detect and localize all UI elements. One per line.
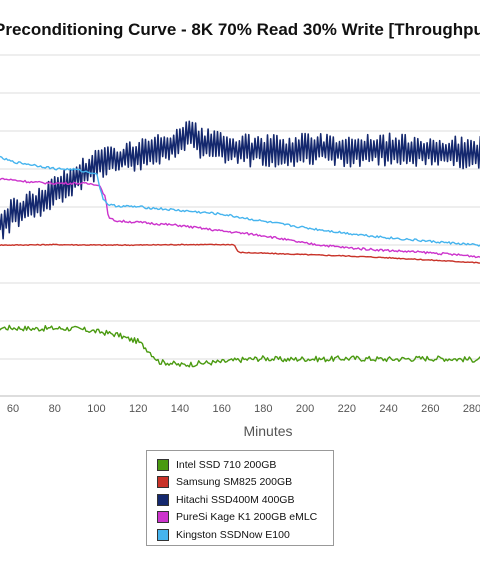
grid-lines [0, 54, 480, 397]
legend-item: PureSi Kage K1 200GB eMLC [157, 509, 333, 527]
x-tick-label: 140 [171, 403, 189, 415]
chart-title: Preconditioning Curve - 8K 70% Read 30% … [0, 14, 480, 42]
legend-swatch [157, 493, 169, 506]
legend-label: Hitachi SSD400M 400GB [176, 493, 295, 506]
chart-legend: Intel SSD 710 200GB Samsung SM825 200GB Hi… [146, 450, 334, 546]
series-line [0, 120, 480, 240]
legend-item: Intel SSD 710 200GB [157, 456, 333, 474]
series-line [0, 243, 480, 264]
legend-item: Samsung SM825 200GB [157, 474, 333, 492]
x-tick-label: 80 [49, 403, 61, 415]
legend-swatch [157, 476, 169, 489]
x-tick-label: 160 [212, 403, 230, 415]
series-line [0, 177, 480, 259]
legend-swatch [157, 511, 169, 524]
x-tick-label: 240 [379, 403, 397, 415]
x-tick-label: 120 [129, 403, 147, 415]
series-line [0, 324, 480, 368]
series-line [0, 155, 480, 247]
x-tick-label: 260 [421, 403, 439, 415]
x-tick-label: 60 [7, 403, 19, 415]
legend-label: Samsung SM825 200GB [176, 476, 293, 489]
legend-item: Hitachi SSD400M 400GB [157, 491, 333, 509]
chart-title-text: Preconditioning Curve - 8K 70% Read 30% … [0, 20, 480, 39]
x-tick-label: 200 [296, 403, 314, 415]
x-tick-labels: 60 80 100 120 140 160 180 200 220 240 260 280 [7, 403, 480, 415]
legend-item: Kingston SSDNow E100 [157, 526, 333, 544]
x-tick-label: 180 [254, 403, 272, 415]
x-tick-label: 280 [463, 403, 480, 415]
legend-label: PureSi Kage K1 200GB eMLC [176, 511, 318, 524]
x-tick-label: 220 [338, 403, 356, 415]
legend-label: Kingston SSDNow E100 [176, 528, 290, 541]
legend-swatch [157, 528, 169, 541]
legend-swatch [157, 458, 169, 471]
series-lines [0, 120, 480, 368]
x-axis-label: Minutes [243, 423, 292, 439]
chart-plot: 60 80 100 120 140 160 180 200 220 240 260 280 Minut… [0, 54, 480, 439]
legend-label: Intel SSD 710 200GB [176, 458, 277, 471]
x-tick-label: 100 [87, 403, 105, 415]
